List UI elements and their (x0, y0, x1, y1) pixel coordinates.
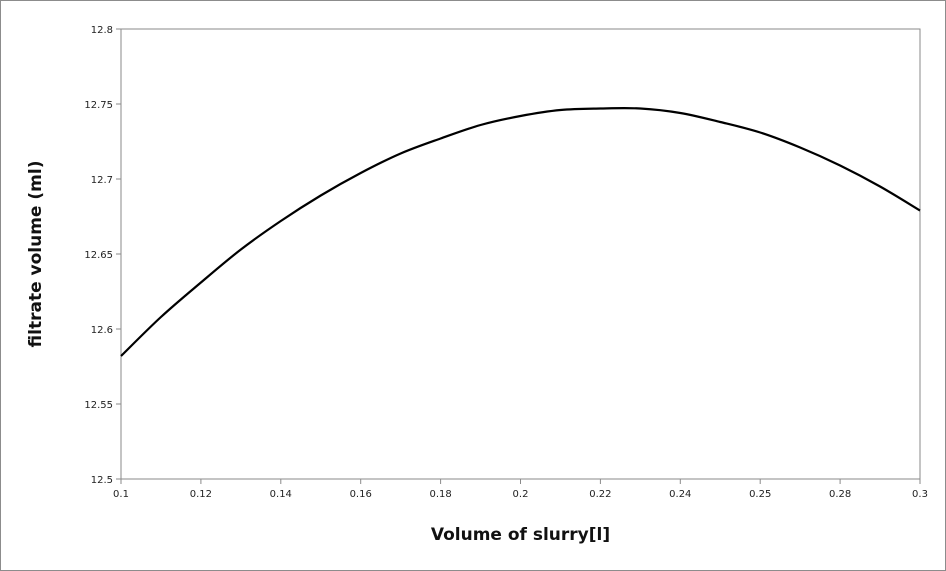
y-tick-label: 12.7 (91, 175, 113, 186)
series-layer (120, 107, 921, 357)
y-tick-label: 12.8 (91, 25, 113, 36)
series-line (120, 107, 921, 357)
x-tick-label: 0.2 (513, 489, 529, 500)
y-axis-title: filtrate volume (ml) (26, 161, 46, 348)
x-tick-label: 0.22 (589, 489, 611, 500)
x-axis-ticks: 0.1 0.12 0.14 0.16 0.18 0.2 0.22 0.24 0.25 0.28 0.… (113, 479, 928, 500)
y-tick-label: 12.65 (84, 250, 113, 261)
x-tick-label: 0.25 (749, 489, 771, 500)
x-tick-label: 0.1 (113, 489, 129, 500)
plot-border (120, 28, 921, 480)
x-axis-title: Volume of slurry[l] (431, 525, 610, 545)
y-tick-label: 12.55 (84, 400, 113, 411)
x-tick-label: 0.24 (669, 489, 691, 500)
y-axis-ticks: 12.5 12.55 12.6 12.65 12.7 12.75 12.8 (84, 25, 121, 486)
x-tick-label: 0.18 (429, 489, 451, 500)
y-tick-label: 12.6 (91, 325, 113, 336)
x-tick-label: 0.14 (270, 489, 292, 500)
y-tick-label: 12.5 (91, 475, 113, 486)
plot-area (120, 28, 921, 480)
x-tick-label: 0.12 (190, 489, 212, 500)
x-tick-label: 0.3 (912, 489, 928, 500)
x-tick-label: 0.28 (829, 489, 851, 500)
y-tick-label: 12.75 (84, 100, 113, 111)
x-tick-label: 0.16 (350, 489, 372, 500)
